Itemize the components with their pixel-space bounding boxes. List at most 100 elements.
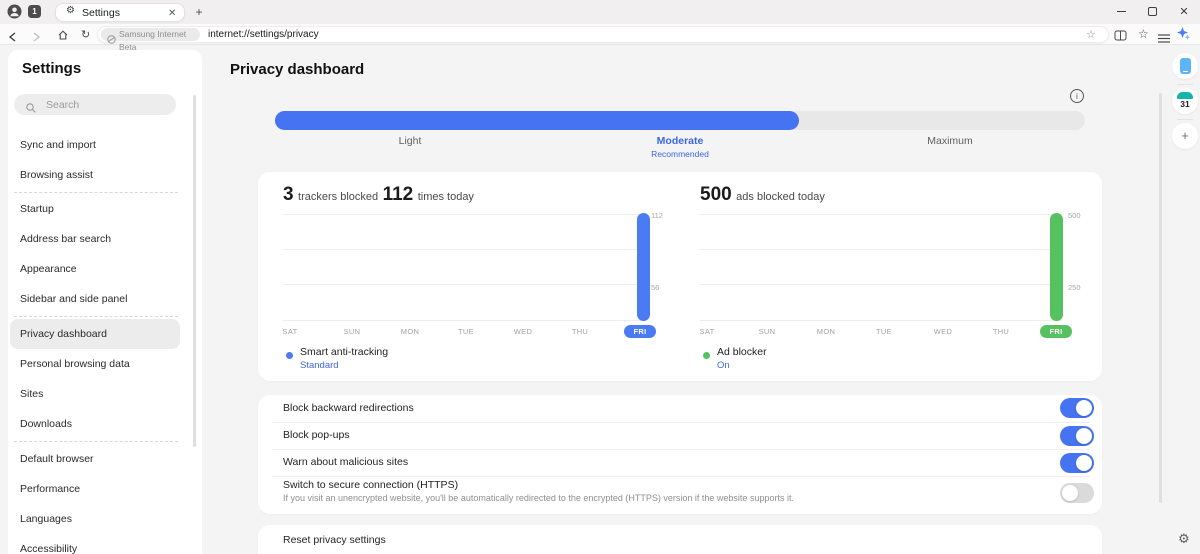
gridline	[700, 320, 1062, 321]
sidebar-item-startup[interactable]: Startup	[20, 203, 54, 215]
tab-strip	[0, 0, 1200, 24]
row-divider	[272, 449, 1090, 450]
reset-card[interactable]: Reset privacy settings	[258, 525, 1102, 554]
gridline	[283, 249, 645, 250]
legend-status-on[interactable]: On	[717, 360, 730, 371]
settings-sidebar	[8, 50, 202, 554]
sidebar-item-appearance[interactable]: Appearance	[20, 263, 77, 275]
sidebar-item-privacy-dashboard[interactable]: Privacy dashboard	[10, 319, 180, 349]
sidebar-item-performance[interactable]: Performance	[20, 483, 81, 495]
calendar-day-label: 31	[1180, 99, 1190, 109]
day-label: WED	[933, 327, 953, 336]
toggle-label-warn-malicious-sites: Warn about malicious sites	[283, 456, 409, 468]
trackers-count: 3	[283, 184, 294, 205]
privacy-level-slider-fill[interactable]	[275, 111, 799, 130]
level-label-light[interactable]: Light	[398, 135, 422, 147]
active-tab[interactable]: ⚙ Settings ✕	[55, 3, 185, 22]
maximize-icon[interactable]	[1148, 7, 1157, 16]
url-text[interactable]: internet://settings/privacy	[208, 29, 319, 40]
ai-sparkle-icon[interactable]	[1176, 26, 1191, 46]
menu-icon[interactable]	[1158, 30, 1170, 48]
toggle-label-block-pop-ups: Block pop-ups	[283, 429, 350, 441]
toggle-warn-malicious-sites[interactable]	[1060, 453, 1094, 473]
gridline	[283, 214, 645, 215]
reset-privacy-settings-label[interactable]: Reset privacy settings	[283, 534, 386, 546]
trackers-chart-title: 3 trackers blocked 112 times today	[283, 184, 474, 206]
sidebar-title: Settings	[22, 60, 82, 77]
bookmark-star-icon[interactable]: ☆	[1086, 28, 1096, 41]
search-input[interactable]	[14, 94, 176, 115]
gridline	[283, 284, 645, 285]
sidebar-item-accessibility[interactable]: Accessibility	[20, 543, 78, 554]
settings-gear-icon[interactable]: ⚙	[1178, 532, 1190, 547]
new-tab-button[interactable]: +	[195, 5, 203, 19]
ads-count: 500	[700, 184, 732, 205]
sidebar-item-sync-and-import[interactable]: Sync and import	[20, 139, 96, 151]
gridline	[700, 249, 1062, 250]
sidebar-item-sidebar-and-side-panel[interactable]: Sidebar and side panel	[20, 293, 128, 305]
sidebar-item-personal-browsing-data[interactable]: Personal browsing data	[20, 358, 130, 370]
badge-label: Samsung Internet Beta	[119, 29, 187, 52]
day-label: TUE	[876, 327, 892, 336]
day-label: WED	[513, 327, 533, 336]
minimize-icon[interactable]	[1117, 11, 1126, 12]
day-label: THU	[992, 327, 1010, 336]
forward-icon[interactable]	[31, 29, 41, 47]
privacy-toggles-card	[258, 395, 1102, 514]
level-label-moderate[interactable]: Moderate	[656, 135, 704, 147]
ads-chart-title: 500 ads blocked today	[700, 184, 825, 206]
times-label: times today	[417, 191, 474, 203]
ads-label: ads blocked today	[736, 191, 825, 203]
sidebar-item-downloads[interactable]: Downloads	[20, 418, 72, 430]
main-scrollbar[interactable]	[1159, 93, 1162, 503]
rail-divider	[1177, 119, 1193, 120]
day-label: THU	[571, 327, 589, 336]
toggle-block-pop-ups[interactable]	[1060, 426, 1094, 446]
tab-title: Settings	[82, 7, 120, 19]
phone-icon[interactable]	[1172, 53, 1198, 79]
legend-status-standard[interactable]: Standard	[300, 360, 339, 371]
legend-dot-green	[703, 352, 710, 359]
sidebar-item-browsing-assist[interactable]: Browsing assist	[20, 169, 93, 181]
profile-icon[interactable]	[7, 4, 22, 24]
toggle-label-block-backward-redirections: Block backward redirections	[283, 402, 414, 414]
info-icon[interactable]: i	[1070, 89, 1084, 103]
refresh-icon[interactable]: ↻	[81, 28, 91, 41]
ytick-mid: 250	[1068, 283, 1081, 292]
calendar-icon[interactable]: 31	[1172, 88, 1198, 114]
sidebar-item-languages[interactable]: Languages	[20, 513, 72, 525]
day-pill-fri: FRI	[624, 325, 656, 338]
gridline	[700, 214, 1062, 215]
split-view-icon[interactable]	[1114, 28, 1127, 46]
favorites-star-icon[interactable]: ☆	[1138, 27, 1149, 41]
home-icon[interactable]	[57, 28, 69, 46]
add-icon[interactable]: +	[1172, 123, 1198, 149]
level-sublabel-recommended: Recommended	[651, 149, 709, 159]
level-label-maximum[interactable]: Maximum	[927, 135, 973, 147]
legend-smart-anti-tracking: Smart anti-tracking	[300, 346, 389, 358]
sidebar-item-sites[interactable]: Sites	[20, 388, 44, 400]
day-label: SAT	[282, 327, 298, 336]
toggle-secure-connection[interactable]	[1060, 483, 1094, 503]
legend-ad-blocker: Ad blocker	[717, 346, 767, 358]
day-pill-fri: FRI	[1040, 325, 1072, 338]
day-label: TUE	[458, 327, 474, 336]
sidebar-scrollbar[interactable]	[193, 95, 196, 447]
toggle-description-secure-connection: If you visit an unencrypted website, you…	[283, 493, 794, 503]
url-bar[interactable]	[97, 26, 1109, 43]
tab-manager-icon[interactable]: 1	[28, 5, 41, 18]
legend-dot-blue	[286, 352, 293, 359]
ytick-max: 112	[651, 211, 663, 220]
sidebar-divider	[14, 441, 178, 442]
rail-divider	[1177, 84, 1193, 85]
close-icon[interactable]: ✕	[168, 8, 177, 19]
back-icon[interactable]	[8, 29, 18, 47]
sidebar-item-default-browser[interactable]: Default browser	[20, 453, 94, 465]
toggle-block-backward-redirections[interactable]	[1060, 398, 1094, 418]
window-close-icon[interactable]: ✕	[1179, 6, 1189, 18]
row-divider	[272, 422, 1090, 423]
ytick-max: 500	[1068, 211, 1081, 220]
sidebar-item-address-bar-search[interactable]: Address bar search	[20, 233, 112, 245]
times-count: 112	[382, 184, 414, 205]
